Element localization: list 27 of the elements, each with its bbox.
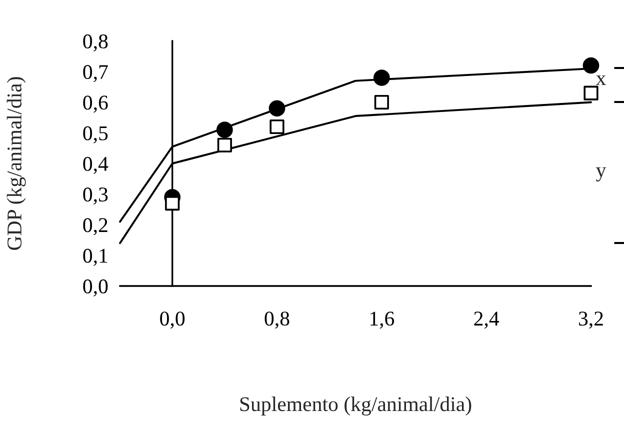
- y-axis-title: GDP (kg/animal/dia): [6, 77, 26, 250]
- y-tick-label: 0,0: [83, 279, 108, 296]
- x-tick-label: 0,8: [264, 312, 290, 329]
- y-tick-label: 0,3: [83, 188, 108, 205]
- point: [373, 70, 390, 86]
- point: [217, 138, 232, 152]
- y-tick-label: 0,6: [83, 96, 108, 113]
- y-tick-label: 0,7: [83, 65, 108, 82]
- point: [582, 57, 600, 74]
- point: [270, 119, 284, 134]
- y-tick-label: 0,2: [83, 218, 108, 236]
- point: [216, 122, 233, 138]
- point: [165, 196, 180, 211]
- point: [584, 86, 598, 100]
- x-axis-title: Suplemento (kg/animal/dia): [240, 396, 472, 416]
- y-tick-label: 0,5: [83, 126, 108, 144]
- point: [268, 100, 286, 117]
- y-tick-label: 0,8: [83, 34, 108, 52]
- point: [374, 94, 389, 110]
- x-tick-label: 0,0: [160, 312, 185, 329]
- text: x: [596, 75, 606, 86]
- text: y: [596, 167, 606, 182]
- x-tick-label: 1,6: [370, 312, 394, 329]
- y-tick-label: 0,1: [83, 248, 108, 266]
- y-tick-label: 0,4: [83, 156, 108, 174]
- x-tick-label: 2,4: [474, 312, 500, 329]
- x-tick-label: 3,2: [578, 312, 603, 329]
